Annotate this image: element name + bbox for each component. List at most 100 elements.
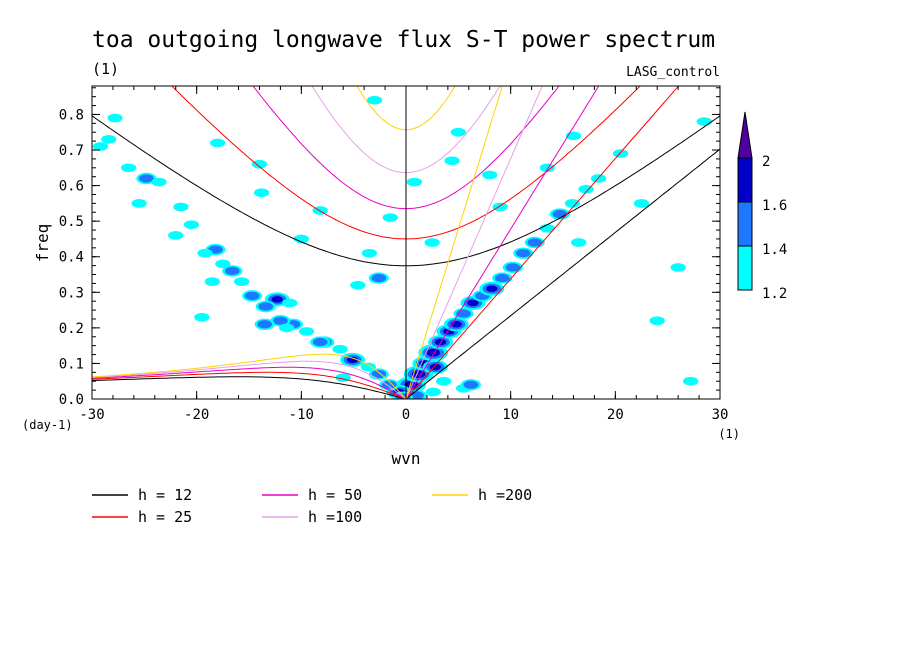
legend-label: h = 25 bbox=[138, 508, 192, 526]
dispersion-curve bbox=[92, 376, 407, 399]
contour-blob bbox=[482, 170, 498, 180]
x-tick-label: 10 bbox=[502, 407, 519, 423]
contour-blob bbox=[107, 113, 123, 123]
contour-blob bbox=[92, 142, 109, 151]
y-tick-label: 0.3 bbox=[59, 285, 84, 301]
contour-blob bbox=[120, 163, 137, 173]
contour-blob bbox=[346, 356, 359, 364]
contour-blob bbox=[244, 291, 260, 301]
contour-blob bbox=[486, 285, 498, 292]
contour-blob bbox=[197, 248, 213, 258]
contour-blob bbox=[139, 174, 154, 183]
contour-blob bbox=[215, 259, 231, 269]
contour-blob bbox=[494, 273, 510, 283]
x-tick-label: -10 bbox=[289, 407, 314, 423]
contour-blob bbox=[670, 263, 686, 272]
legend: h = 12 h = 25 h = 50 h =100 h =200 bbox=[92, 486, 532, 526]
dispersion-curve bbox=[92, 353, 407, 399]
contour-blob bbox=[279, 323, 295, 333]
contour-blob bbox=[425, 387, 441, 397]
dispersion-curve bbox=[92, 366, 407, 399]
x-tick-label: 30 bbox=[712, 407, 729, 423]
contour-blob bbox=[350, 280, 366, 290]
colorbar-label: 1.4 bbox=[762, 242, 787, 258]
contour-blob bbox=[564, 199, 581, 208]
contour-blob bbox=[382, 213, 398, 222]
y-tick-label: 0.8 bbox=[59, 107, 84, 123]
y-tick-label: 0.2 bbox=[59, 321, 84, 337]
contour-blob bbox=[293, 234, 309, 244]
contour-fill-layer bbox=[92, 95, 712, 399]
dispersion-curve bbox=[92, 371, 407, 399]
contour-blob bbox=[505, 263, 521, 272]
y-tick-label: 0.5 bbox=[59, 214, 84, 230]
contour-blob bbox=[361, 248, 378, 258]
x-tick-label: -20 bbox=[184, 407, 209, 423]
colorbar-label: 1.2 bbox=[762, 286, 787, 302]
y-axis-label: freq bbox=[33, 224, 52, 263]
contour-blob bbox=[450, 127, 466, 137]
legend-label: h = 12 bbox=[138, 486, 192, 504]
dispersion-curve bbox=[92, 360, 407, 399]
contour-blob bbox=[492, 202, 508, 212]
contour-blob bbox=[463, 380, 479, 389]
x-tick-label: 0 bbox=[402, 407, 410, 423]
dispersion-curve bbox=[405, 148, 720, 399]
contour-blob bbox=[251, 159, 268, 169]
colorbar-arrow bbox=[737, 111, 753, 159]
contour-blob bbox=[360, 362, 376, 372]
contour-blob bbox=[234, 277, 250, 286]
x-tick-label: -30 bbox=[79, 407, 104, 423]
contour-blob bbox=[168, 231, 184, 240]
contour-blob bbox=[101, 135, 117, 144]
x-axis-label: wvn bbox=[392, 449, 421, 468]
y-tick-label: 0.1 bbox=[59, 356, 84, 372]
contour-blob bbox=[612, 149, 629, 158]
contour-blob bbox=[444, 156, 460, 166]
contour-blob bbox=[381, 380, 397, 389]
contour-blob bbox=[371, 369, 387, 379]
dispersion-curve bbox=[405, 86, 543, 399]
contour-blob bbox=[209, 138, 226, 148]
contour-blob bbox=[371, 273, 387, 283]
contour-blob bbox=[366, 95, 383, 105]
contour-blob bbox=[183, 220, 200, 230]
contour-blob bbox=[194, 312, 210, 322]
colorbar-label: 2 bbox=[762, 154, 770, 170]
legend-label: h =200 bbox=[478, 486, 532, 504]
contour-blob bbox=[258, 302, 274, 311]
chart-title: toa outgoing longwave flux S-T power spe… bbox=[92, 27, 715, 53]
contour-blob bbox=[424, 238, 440, 247]
contour-blob bbox=[282, 298, 298, 308]
y-tick-label: 0.6 bbox=[59, 179, 84, 195]
contour-blob bbox=[683, 376, 699, 386]
contour-blob bbox=[633, 199, 650, 208]
dispersion-curve bbox=[405, 86, 600, 399]
contour-blob bbox=[515, 249, 531, 258]
x-tick-label: 20 bbox=[607, 407, 624, 423]
contour-blob bbox=[696, 117, 712, 126]
x-unit-label: (1) bbox=[718, 427, 740, 441]
colorbar-label: 1.6 bbox=[762, 198, 787, 214]
y-unit-top: (1) bbox=[92, 60, 119, 78]
contour-blob bbox=[273, 316, 288, 325]
contour-blob bbox=[257, 320, 273, 329]
colorbar-segment bbox=[737, 201, 753, 247]
colorbar-segment bbox=[737, 157, 753, 203]
contour-blob bbox=[436, 376, 452, 386]
contour-blob bbox=[151, 177, 167, 187]
contour-blob bbox=[312, 337, 328, 347]
contour-blob bbox=[224, 266, 240, 276]
dispersion-curve bbox=[405, 86, 680, 399]
contour-blob bbox=[131, 199, 147, 208]
contour-blob bbox=[539, 163, 555, 173]
contour-blob bbox=[406, 177, 423, 187]
legend-label: h = 50 bbox=[308, 486, 362, 504]
contour-blob bbox=[173, 202, 189, 212]
contour-blob bbox=[527, 238, 543, 247]
contour-blob bbox=[298, 327, 315, 336]
contour-blob bbox=[204, 277, 221, 286]
contour-blob bbox=[571, 238, 587, 247]
contour-blob bbox=[271, 296, 283, 303]
